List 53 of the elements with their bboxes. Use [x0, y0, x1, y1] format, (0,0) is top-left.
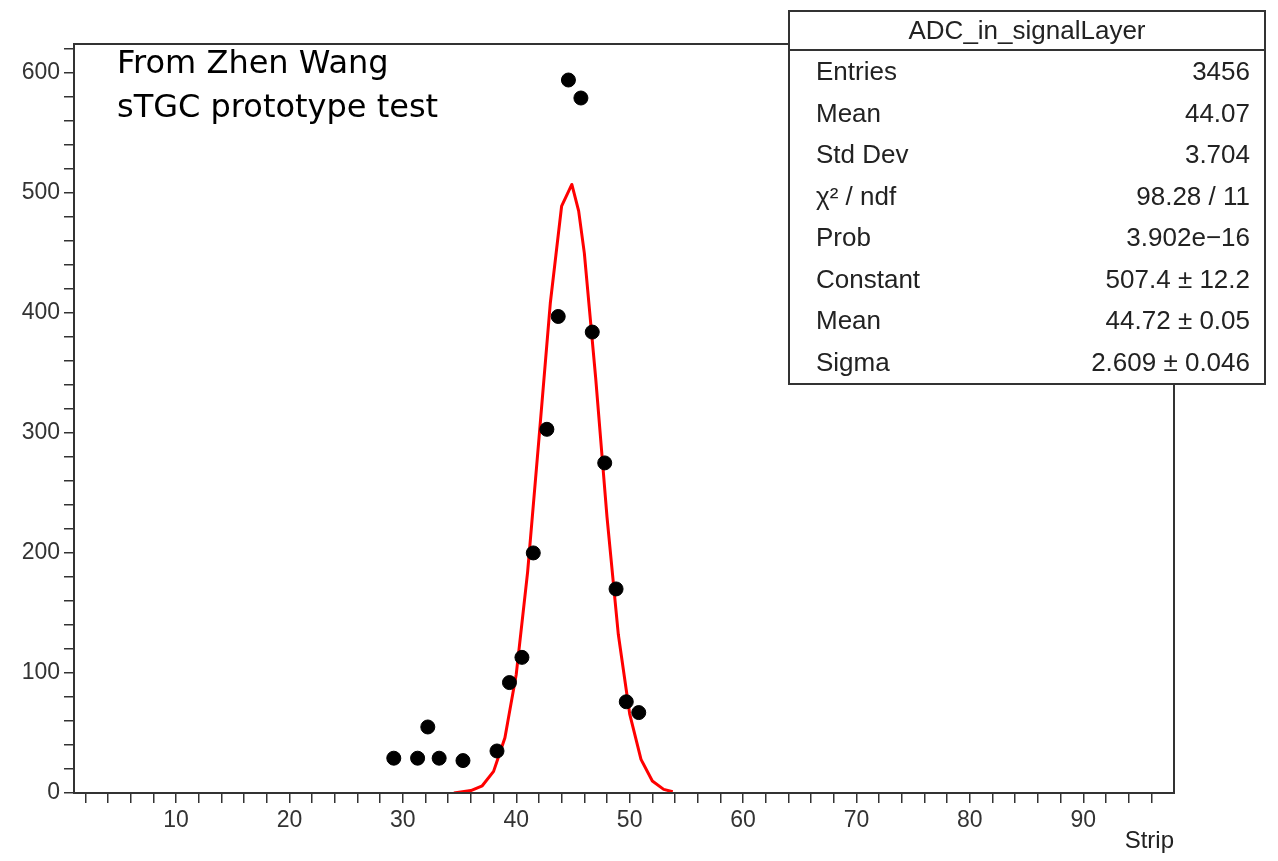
annotation: Prob — [816, 221, 871, 254]
point — [455, 753, 471, 769]
point — [420, 719, 436, 735]
annotation: χ² / ndf — [816, 179, 897, 213]
point — [489, 743, 505, 759]
text: 3456 — [1192, 55, 1250, 88]
y-tick-label: 500 — [21, 178, 60, 205]
point — [525, 545, 541, 561]
annotation: 44.72 ± 0.05 — [1105, 304, 1250, 337]
x-axis-title: Strip — [1124, 826, 1174, 854]
point — [584, 324, 600, 340]
point — [560, 72, 576, 88]
annotation: Std Dev — [816, 138, 909, 171]
annotation: Sigma — [816, 345, 890, 379]
annotation: Mean — [816, 304, 882, 337]
annotation: 3.902e−16 — [1126, 221, 1250, 254]
point — [539, 421, 555, 437]
text: 3.704 — [1184, 138, 1250, 171]
x-tick-label: 50 — [616, 806, 643, 833]
x-tick-label: 40 — [503, 806, 530, 833]
x-tick-label: 70 — [843, 806, 870, 833]
point — [410, 750, 426, 766]
y-tick-label: 0 — [47, 778, 60, 805]
annotation: 2.609 ± 0.046 — [1091, 345, 1250, 379]
annotation: Entries — [816, 55, 897, 88]
point — [608, 581, 624, 597]
text: 44.07 — [1184, 96, 1250, 130]
point — [631, 705, 647, 721]
y-tick-label: 400 — [21, 298, 60, 325]
x-tick-label: 20 — [276, 806, 303, 833]
point — [597, 455, 613, 471]
x-tick-label: 90 — [1070, 806, 1097, 833]
chart-title: ADC_in_signalLayer — [790, 12, 1264, 51]
annotation: 507.4 ± 12.2 — [1105, 262, 1250, 296]
y-tick-label: 600 — [21, 58, 60, 85]
x-tick-label: 30 — [390, 806, 416, 833]
point — [550, 308, 566, 324]
x-tick-label: 80 — [957, 806, 983, 833]
point — [431, 750, 447, 766]
y-tick-label: 100 — [21, 658, 60, 685]
point — [386, 750, 402, 766]
point — [573, 90, 589, 106]
annotation: 98.28 / 11 — [1136, 179, 1250, 213]
annotation: Mean — [816, 96, 882, 130]
annotation: From Zhen Wang sTGC prototype test — [117, 42, 439, 127]
point — [618, 694, 634, 710]
x-tick-label: 60 — [730, 806, 756, 833]
y-tick-label: 300 — [21, 418, 60, 445]
y-tick-label: 200 — [21, 538, 60, 565]
x-tick-label: 10 — [163, 806, 189, 833]
point — [501, 675, 517, 691]
annotation: Constant — [816, 262, 921, 296]
point — [514, 649, 530, 665]
